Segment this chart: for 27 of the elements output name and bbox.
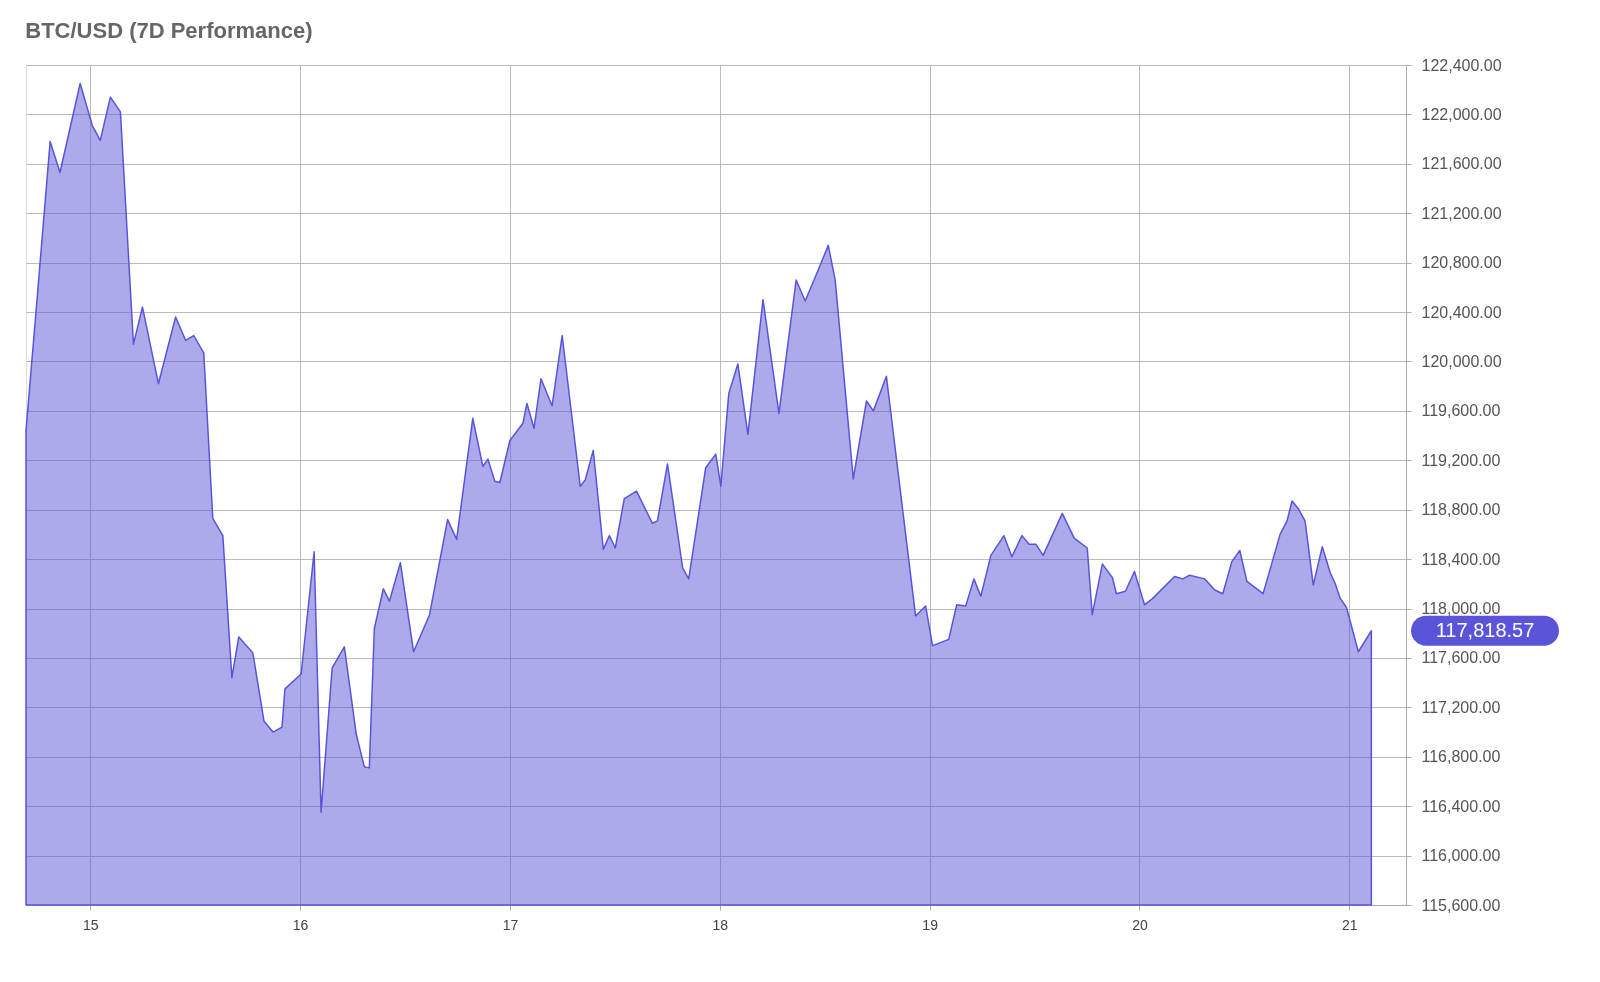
y-tick-label: 118,800.00 [1421,501,1501,519]
y-tick-label: 116,000.00 [1421,847,1501,865]
y-tick-label: 120,800.00 [1421,254,1502,272]
chart-title: BTC/USD (7D Performance) [25,18,313,43]
y-tick-label: 121,200.00 [1421,204,1502,222]
x-tick-label: 15 [82,916,99,933]
y-tick-label: 120,400.00 [1421,303,1502,321]
y-tick-label: 122,400.00 [1421,56,1502,74]
text: 117,818.57 [1435,618,1535,641]
y-tick-label: 116,800.00 [1421,748,1501,766]
y-tick-label: 117,600.00 [1421,649,1501,667]
x-tick-label: 17 [502,916,519,933]
x-tick-label: 20 [1132,916,1148,933]
x-tick-label: 16 [292,916,309,933]
x-tick-label: 21 [1342,916,1358,933]
y-tick-label: 117,200.00 [1421,698,1501,716]
y-tick-label: 120,000.00 [1421,352,1502,370]
y-tick-label: 118,000.00 [1421,600,1501,618]
y-tick-label: 122,000.00 [1421,105,1502,123]
y-tick-label: 116,400.00 [1421,797,1501,815]
y-tick-label: 119,200.00 [1421,451,1501,469]
y-tick-label: 119,600.00 [1421,402,1501,420]
x-tick-label: 19 [922,916,939,933]
x-tick-label: 18 [712,916,729,933]
y-tick-label: 121,600.00 [1421,155,1502,173]
y-tick-label: 118,400.00 [1421,550,1501,568]
y-tick-label: 115,600.00 [1421,896,1501,914]
